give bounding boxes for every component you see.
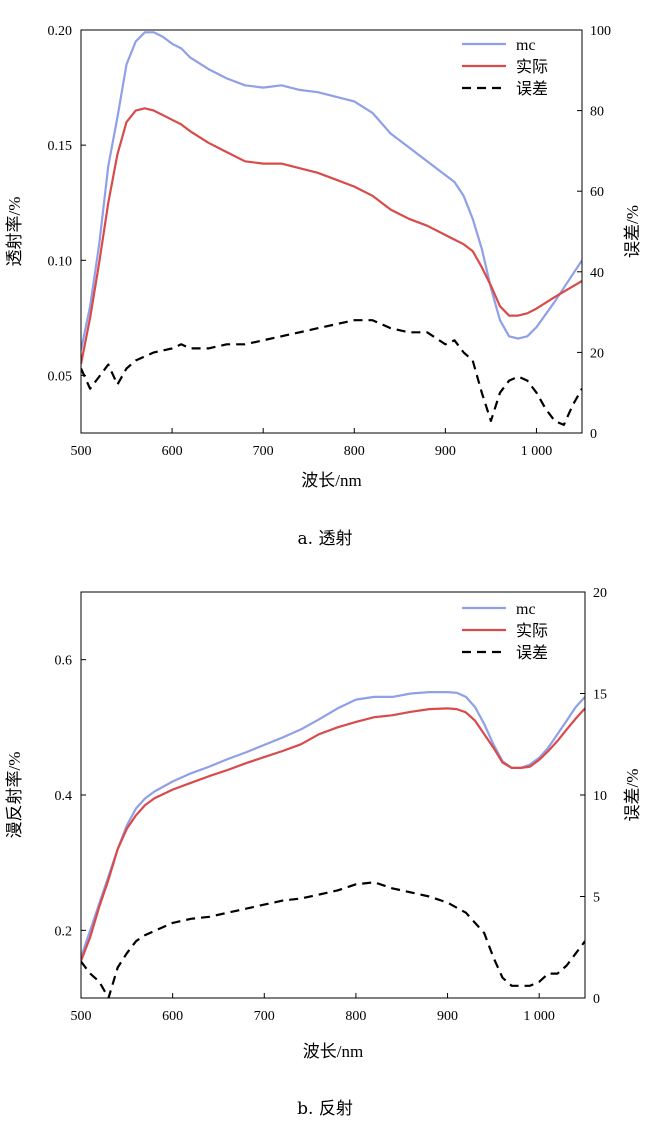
y2-tick-label: 60	[590, 185, 604, 200]
chart-b: 500 600 700 800 900 1 000 0.2 0.4 0.6 0 5 10 15 20 波长/…	[5, 586, 642, 1061]
x-tick-label: 1 000	[523, 1009, 555, 1024]
y2-axis-label: 误差/%	[623, 205, 642, 258]
x-axis-label: 波长/nm	[303, 1042, 363, 1061]
x-tick-label: 1 000	[521, 444, 553, 459]
y-tick-label: 0.20	[48, 24, 73, 39]
legend-label: mc	[516, 601, 536, 618]
x-tick-label: 600	[162, 444, 183, 459]
series-line-actual	[81, 707, 585, 962]
legend-label: 实际	[516, 622, 548, 640]
x-tick-label: 900	[435, 444, 456, 459]
y-tick-label: 0.10	[48, 254, 73, 269]
legend-label: 误差	[516, 644, 548, 662]
chart-a: 500 600 700 800 900 1 000 0.05 0.10 0.15 0.20 0 20 4…	[5, 24, 642, 490]
x-tick-label: 700	[253, 444, 274, 459]
y2-tick-label: 100	[590, 24, 611, 39]
plot-frame	[80, 29, 583, 434]
caption-b: b. 反射	[297, 1099, 353, 1119]
series-line-error	[81, 319, 582, 426]
x-axis-label: 波长/nm	[301, 471, 361, 490]
legend-label: 实际	[516, 58, 548, 76]
y-tick-label: 0.05	[48, 369, 73, 384]
legend-label: 误差	[516, 80, 548, 98]
x-tick-label: 800	[345, 1009, 366, 1024]
y2-tick-label: 5	[593, 891, 600, 906]
y2-tick-label: 40	[590, 266, 604, 281]
legend-label: mc	[516, 37, 536, 54]
y2-tick-label: 15	[593, 688, 607, 703]
series-line-mc	[81, 691, 585, 958]
y2-tick-label: 80	[590, 105, 604, 120]
y2-tick-label: 0	[590, 427, 597, 442]
x-tick-label: 600	[162, 1009, 183, 1024]
caption-a: a. 透射	[297, 529, 353, 549]
y-tick-label: 0.6	[55, 654, 73, 669]
x-tick-label: 500	[71, 1009, 92, 1024]
y-axis-label: 透射率/%	[5, 197, 24, 267]
x-tick-label: 900	[437, 1009, 458, 1024]
y-tick-label: 0.15	[48, 139, 73, 154]
y2-tick-label: 20	[590, 346, 604, 361]
y2-axis-label: 误差/%	[623, 769, 642, 822]
y-tick-label: 0.2	[55, 924, 73, 939]
x-tick-label: 500	[71, 444, 92, 459]
series-line-error	[81, 881, 585, 998]
series-line-mc	[81, 31, 582, 351]
y-axis-label: 漫反射率/%	[5, 752, 24, 839]
series-line-actual	[81, 107, 582, 365]
x-tick-label: 700	[254, 1009, 275, 1024]
y2-tick-label: 10	[593, 789, 607, 804]
y2-tick-label: 0	[593, 992, 600, 1007]
plot-frame	[80, 591, 586, 999]
y-tick-label: 0.4	[55, 789, 73, 804]
x-tick-label: 800	[344, 444, 365, 459]
y2-tick-label: 20	[593, 586, 607, 601]
